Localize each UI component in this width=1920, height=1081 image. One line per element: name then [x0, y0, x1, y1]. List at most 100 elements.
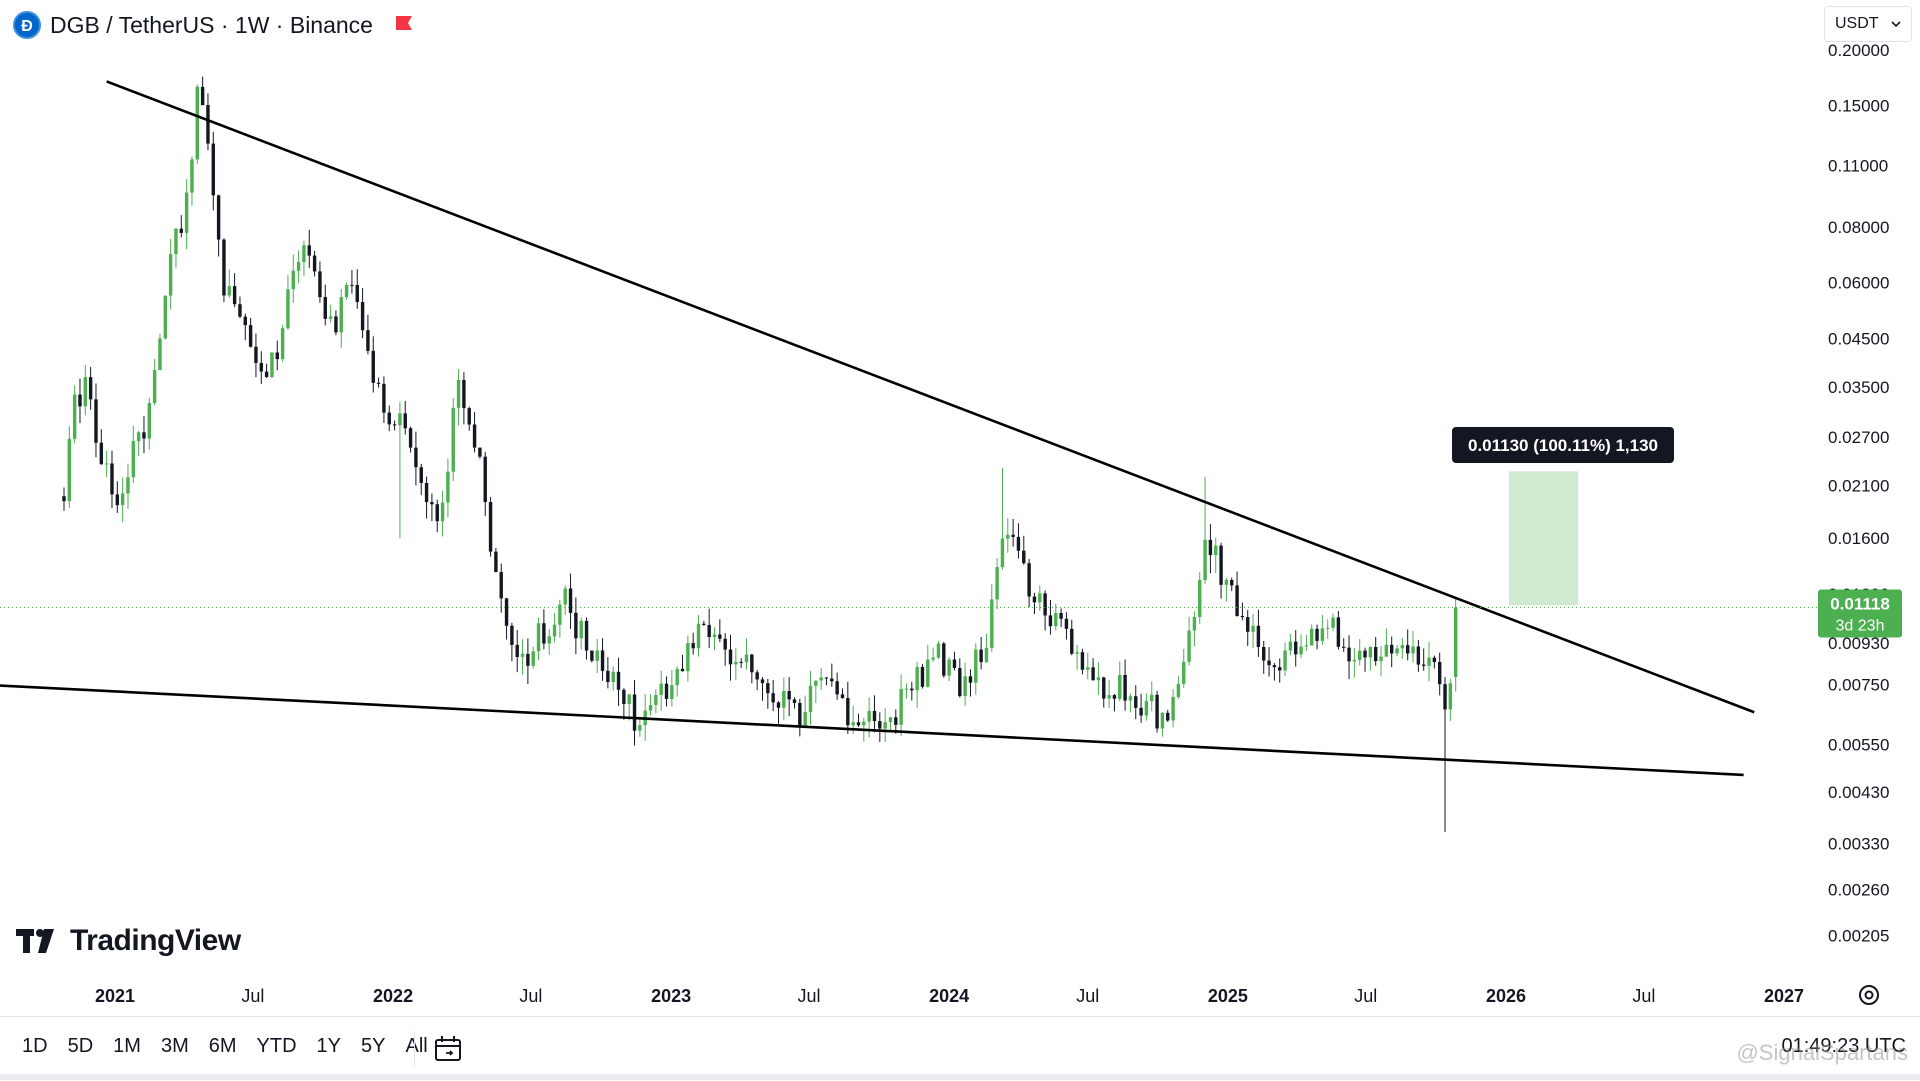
- candle-body: [750, 654, 754, 673]
- range-1y-button[interactable]: 1Y: [316, 1035, 342, 1057]
- candle: [520, 639, 525, 676]
- candle-body: [1256, 625, 1261, 647]
- symbol-title[interactable]: DGB / TetherUS · 1W · Binance: [50, 11, 373, 38]
- candle: [1352, 647, 1357, 678]
- candle: [670, 670, 674, 707]
- candle: [1358, 639, 1362, 666]
- candle-body: [1379, 656, 1383, 662]
- candle-body: [851, 722, 855, 726]
- candle-body: [408, 428, 413, 448]
- candle-body: [206, 105, 210, 144]
- candle: [435, 499, 439, 533]
- candle: [1048, 599, 1053, 635]
- candle: [286, 275, 290, 330]
- candle-body: [1278, 667, 1282, 671]
- price-axis-tick-label: 0.20000: [1828, 41, 1889, 60]
- candle-body: [1192, 617, 1197, 631]
- range-all-button[interactable]: All: [405, 1035, 428, 1057]
- date-range-calendar-icon[interactable]: [432, 1033, 464, 1065]
- candle-body: [1086, 667, 1090, 670]
- time-axis-tick-label: 2026: [1486, 986, 1526, 1006]
- candle-body: [174, 228, 178, 254]
- chevron-down-icon: [1891, 21, 1901, 28]
- candle-body: [1070, 628, 1074, 654]
- candle-body: [1027, 563, 1031, 597]
- price-chart[interactable]: 0.20000 0.15000 0.11000 0.08000 0.06000 0.045…: [0, 0, 1920, 1016]
- candle: [1027, 558, 1031, 608]
- candle: [1320, 614, 1325, 645]
- range-6m-button[interactable]: 6M: [208, 1035, 237, 1057]
- candle-body: [1235, 585, 1239, 616]
- candle-body: [403, 413, 407, 429]
- candle-body: [739, 661, 743, 663]
- range-5d-button[interactable]: 5D: [67, 1035, 94, 1057]
- candle: [376, 377, 381, 388]
- tradingview-logo[interactable]: TradingView: [16, 924, 241, 958]
- candle-body: [808, 685, 813, 712]
- candle-body: [179, 228, 184, 233]
- candle: [1373, 637, 1378, 666]
- candle: [1059, 608, 1063, 628]
- candle-body: [979, 649, 983, 663]
- candle: [782, 677, 786, 720]
- range-1d-button[interactable]: 1D: [22, 1035, 48, 1057]
- candle-body: [952, 659, 957, 668]
- currency-select[interactable]: USDT: [1824, 6, 1912, 42]
- candle: [590, 650, 594, 663]
- candle: [632, 680, 637, 746]
- candle: [1128, 693, 1133, 713]
- candle-body: [131, 441, 136, 478]
- price-axis-tick-label: 0.02700: [1828, 428, 1889, 447]
- candle: [382, 376, 386, 424]
- chart-header: Ð DGB / TetherUS · 1W · Binance: [0, 0, 413, 50]
- candle-body: [1310, 628, 1314, 646]
- range-5y-button[interactable]: 5Y: [361, 1035, 386, 1057]
- candle-body: [152, 370, 157, 404]
- candle-body: [483, 456, 487, 503]
- candle-body: [1048, 615, 1053, 627]
- candle: [1155, 690, 1159, 733]
- candle-body: [1128, 696, 1133, 701]
- candle: [1310, 624, 1314, 646]
- candle: [1112, 693, 1117, 712]
- candle: [216, 194, 221, 257]
- candle-body: [515, 644, 519, 657]
- candle: [222, 238, 226, 302]
- candle-body: [856, 722, 861, 726]
- candle: [1363, 647, 1367, 672]
- candle: [968, 669, 973, 697]
- candle: [104, 450, 109, 477]
- candle: [190, 156, 194, 206]
- candle: [227, 269, 231, 298]
- candle: [1347, 635, 1351, 680]
- candle-body: [606, 670, 610, 683]
- settings-gear-icon[interactable]: [1859, 985, 1879, 1005]
- range-3m-button[interactable]: 3M: [160, 1035, 189, 1057]
- candle-body: [766, 683, 770, 694]
- candle: [478, 447, 482, 459]
- current-price-tag: 0.01118 3d 23h: [1818, 589, 1902, 638]
- candle: [542, 609, 546, 650]
- candle-body: [227, 286, 231, 296]
- gear-ring: [1859, 985, 1879, 1005]
- candle-body: [675, 668, 679, 686]
- digibyte-coin-icon: Ð: [13, 11, 41, 39]
- red-flag-icon[interactable]: [395, 15, 413, 35]
- candle-body: [328, 316, 333, 319]
- candle: [824, 677, 829, 686]
- range-ytd-button[interactable]: YTD: [256, 1035, 297, 1057]
- current-price-label: 0.01118: [1830, 594, 1890, 613]
- candle-body: [963, 676, 967, 697]
- candle-body: [1246, 617, 1250, 632]
- candle: [1256, 609, 1261, 657]
- candle-body: [840, 694, 845, 699]
- candle: [1304, 634, 1309, 651]
- candle: [1160, 712, 1165, 737]
- candle: [654, 689, 658, 714]
- candle: [702, 620, 706, 626]
- tradingview-logo-text: TradingView: [70, 924, 241, 957]
- candle: [526, 638, 530, 684]
- utc-clock[interactable]: 01:49:23 UTC: [1781, 1035, 1906, 1057]
- candle: [211, 131, 215, 211]
- range-1m-button[interactable]: 1M: [113, 1035, 141, 1057]
